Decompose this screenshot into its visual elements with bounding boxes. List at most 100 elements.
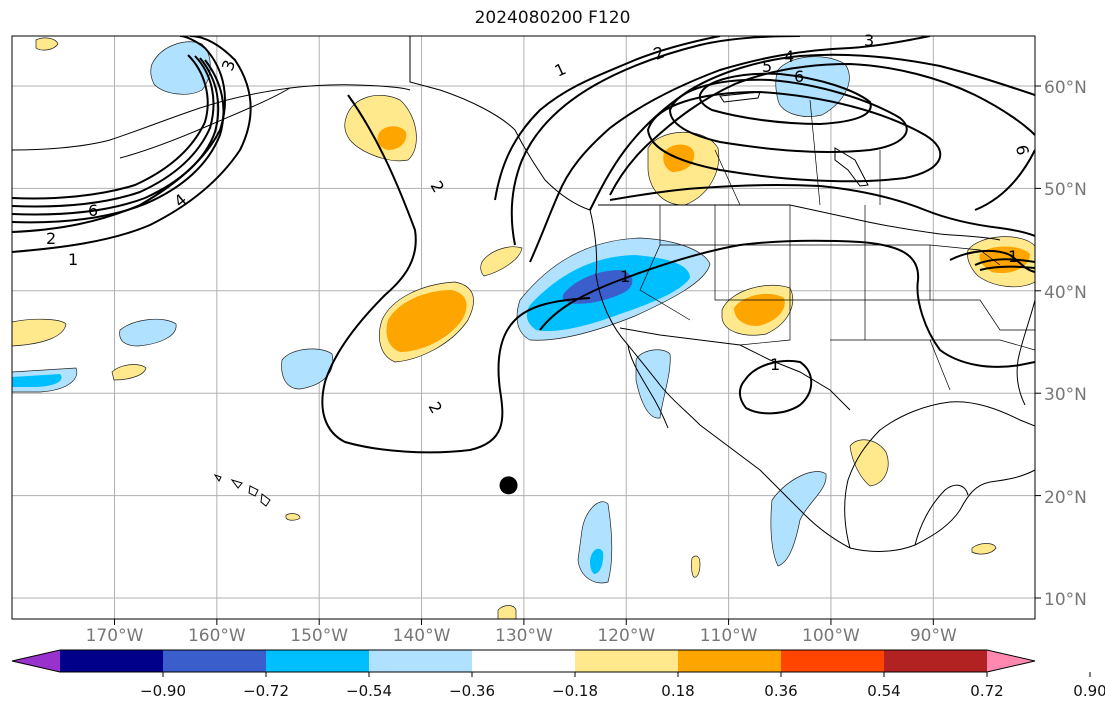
colorbar-tick-label: 0.54	[867, 682, 901, 700]
anomaly-west-pacific-yellow	[12, 318, 67, 347]
latitude-label: 60°N	[1044, 78, 1087, 98]
colorbar-swatch	[575, 650, 679, 672]
colorbar-swatch	[266, 650, 370, 672]
colorbar-tick-label: 0.36	[764, 682, 798, 700]
region-northeast-pacific-positive	[379, 281, 474, 363]
latitude-label: 40°N	[1044, 282, 1087, 303]
contour-6-low-c	[646, 90, 942, 183]
contour-1-central	[539, 239, 1035, 368]
map-title: 2024080200 F120	[474, 8, 631, 28]
anomaly-tropical-blue	[577, 501, 613, 584]
anomaly-small-yellow-4	[690, 555, 701, 578]
colorbar-tick-label: −0.18	[552, 682, 598, 700]
anomaly-small-yellow-1	[480, 246, 523, 277]
anomaly-royal-blue	[562, 270, 633, 304]
colorbar-tick-label: −0.54	[346, 682, 392, 700]
contour-label: 1	[620, 267, 630, 286]
contour-label: 4	[784, 47, 794, 66]
contour-mexico-1	[738, 359, 813, 415]
coastlines-and-borders	[12, 36, 1035, 552]
longitude-label: 140°W	[392, 626, 451, 646]
baja-peninsula	[627, 344, 669, 429]
contour-label: 1	[770, 355, 780, 374]
longitude-label: 100°W	[802, 626, 860, 646]
anomaly-small-yellow-3	[35, 37, 59, 51]
contour-label: 5	[762, 57, 772, 76]
state-borders	[639, 99, 1035, 391]
longitude-label: 120°W	[597, 626, 656, 646]
contour-pacific-loop	[321, 94, 591, 454]
colorbar-swatch	[472, 650, 576, 672]
contour-label: 1	[68, 250, 78, 269]
region-california-offshore-negative	[516, 237, 711, 341]
colorbar-swatch	[163, 650, 267, 672]
anomaly-small-yellow-6	[971, 543, 997, 555]
colorbar-extend-low	[12, 650, 60, 672]
longitude-label: 150°W	[290, 626, 349, 646]
colorbar-swatch	[781, 650, 885, 672]
contour-label: 1	[1008, 247, 1018, 266]
anomaly-tropical-cyan	[590, 548, 604, 574]
hawaii-islands	[213, 474, 271, 507]
alaska-coast	[12, 84, 411, 151]
longitude-label: 110°W	[699, 626, 758, 646]
contour-2-north	[510, 36, 801, 246]
colorbar-tick-label: −0.72	[243, 682, 289, 700]
latitude-label: 50°N	[1044, 180, 1087, 201]
contour-4-north	[589, 53, 1035, 211]
anomaly-pacific-blue-1	[119, 318, 177, 347]
latitude-label: 30°N	[1044, 385, 1087, 406]
yucatan-peninsula	[914, 484, 969, 546]
contour-6-west-b	[12, 55, 215, 208]
contour-1-north	[494, 36, 721, 201]
colorbar-swatch	[369, 650, 473, 672]
anomaly-dateline-cyan	[12, 374, 62, 387]
latitude-label: 10°N	[1044, 590, 1087, 610]
colorbar-swatch	[678, 650, 782, 672]
us-canada-border	[598, 204, 1001, 241]
anomaly-small-yellow-2	[111, 364, 147, 381]
longitude-label: 170°W	[85, 626, 144, 646]
east-coast	[1016, 299, 1035, 406]
longitude-label: 90°W	[909, 626, 957, 646]
colorbar-tick-label: 0.18	[661, 682, 695, 700]
contour-2-west	[12, 36, 226, 233]
contour-6-low-a	[698, 72, 872, 126]
colorbar-outline	[11, 649, 1036, 673]
north-america-west-coast	[409, 36, 1035, 552]
contour-3-north	[529, 36, 931, 263]
longitude-ticks	[114, 619, 934, 625]
contour-2-central	[609, 183, 1035, 237]
colorbar-tick-label: 0.90	[1073, 682, 1105, 700]
us-mexico-border	[619, 327, 851, 411]
colorbar	[11, 649, 1091, 677]
longitude-label: 130°W	[495, 626, 553, 646]
contour-label: 3	[864, 31, 874, 50]
contour-4-west	[12, 59, 225, 224]
contour-6-low-b	[668, 78, 908, 153]
contour-label: 6	[794, 67, 804, 86]
contour-6-west-a	[12, 54, 209, 200]
colorbar-swatch	[884, 650, 988, 672]
contour-1-west	[12, 36, 252, 253]
colorbar-tick-label: −0.90	[140, 682, 186, 700]
contour-lines	[12, 36, 1035, 454]
anomaly-gulf-yellow	[849, 439, 889, 487]
contour-east-1	[974, 149, 1035, 211]
contour-5-north	[609, 62, 1035, 196]
anomaly-orange	[377, 126, 407, 150]
gulf-of-mexico-coast	[844, 401, 1035, 549]
contour-great-lakes	[949, 249, 1035, 273]
contour-label: 2	[46, 229, 56, 248]
anomaly-alaska-blue	[150, 41, 211, 95]
anomaly-orange	[386, 290, 467, 352]
latitude-label: 20°N	[1044, 487, 1087, 508]
region-gulf-of-alaska-positive	[344, 94, 417, 162]
colorbar-extend-high	[987, 650, 1035, 672]
contour-label: 6	[88, 201, 98, 220]
longitude-label: 160°W	[187, 626, 246, 646]
anomaly-baja-blue	[635, 349, 671, 419]
anomaly-small-yellow-7	[285, 513, 301, 521]
contour-6-west-c	[12, 57, 220, 216]
